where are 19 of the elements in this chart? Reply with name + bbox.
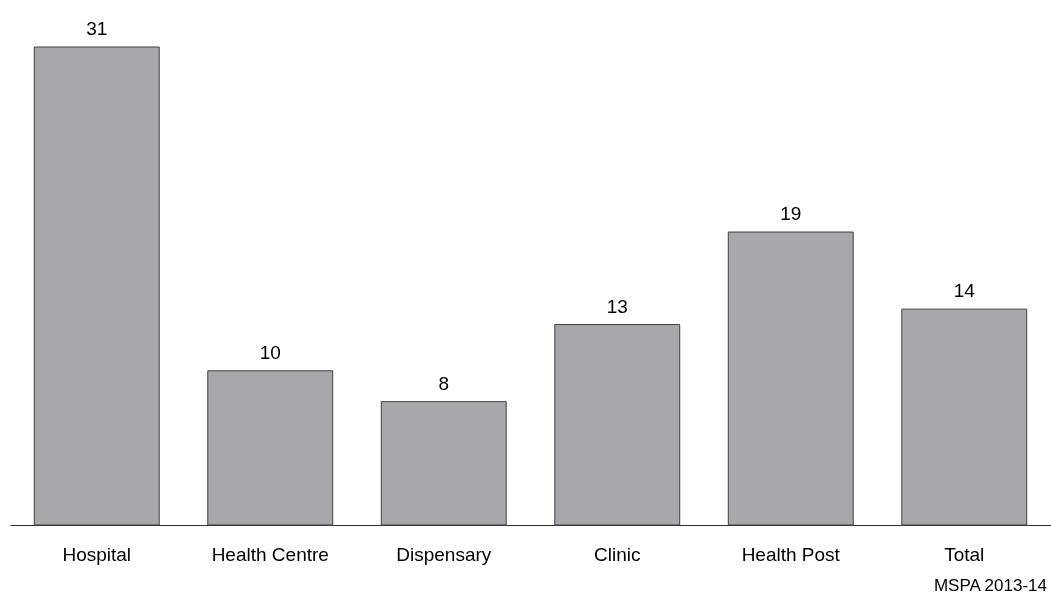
bar bbox=[207, 370, 334, 526]
x-tick-label: Hospital bbox=[62, 543, 132, 565]
data-label: 31 bbox=[86, 18, 108, 39]
bar bbox=[554, 324, 681, 526]
text: MSPA 2013-14 bbox=[933, 576, 1047, 595]
data-label: 8 bbox=[438, 372, 450, 394]
data-label: 10 bbox=[259, 341, 281, 363]
x-tick-label: Health Post bbox=[741, 543, 841, 565]
data-label: 14 bbox=[953, 280, 976, 302]
x-tick-label: Dispensary bbox=[396, 543, 492, 565]
x-tick-label: Health Centre bbox=[211, 543, 329, 565]
bar bbox=[901, 308, 1028, 526]
data-label: 19 bbox=[780, 203, 802, 225]
x-tick-label: Total bbox=[944, 543, 985, 565]
bar bbox=[380, 401, 507, 526]
data-label: 13 bbox=[606, 295, 628, 317]
bar bbox=[727, 231, 854, 526]
bar bbox=[33, 46, 160, 526]
x-tick-label: Clinic bbox=[594, 543, 641, 565]
